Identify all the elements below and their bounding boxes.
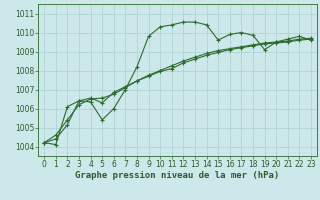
X-axis label: Graphe pression niveau de la mer (hPa): Graphe pression niveau de la mer (hPa) <box>76 171 280 180</box>
